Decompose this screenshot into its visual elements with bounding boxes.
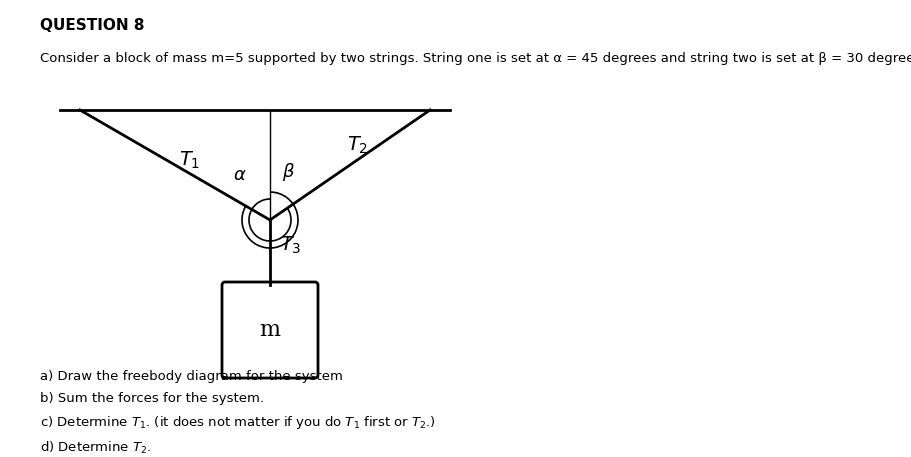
Text: $T_1$: $T_1$ — [179, 149, 200, 170]
Text: QUESTION 8: QUESTION 8 — [40, 18, 144, 33]
Text: $\beta$: $\beta$ — [281, 161, 294, 183]
Text: d) Determine $T_2$.: d) Determine $T_2$. — [40, 440, 151, 456]
Text: m: m — [260, 319, 281, 341]
Text: Consider a block of mass m=5 supported by two strings. String one is set at α = : Consider a block of mass m=5 supported b… — [40, 52, 911, 65]
Text: $\alpha$: $\alpha$ — [233, 166, 247, 184]
Text: $T_3$: $T_3$ — [280, 234, 302, 255]
Text: b) Sum the forces for the system.: b) Sum the forces for the system. — [40, 392, 263, 405]
Text: c) Determine $T_1$. (it does not matter if you do $T_1$ first or $T_2$.): c) Determine $T_1$. (it does not matter … — [40, 414, 435, 431]
FancyBboxPatch shape — [221, 282, 318, 378]
Text: $T_2$: $T_2$ — [347, 134, 368, 156]
Text: a) Draw the freebody diagram for the system: a) Draw the freebody diagram for the sys… — [40, 370, 343, 383]
